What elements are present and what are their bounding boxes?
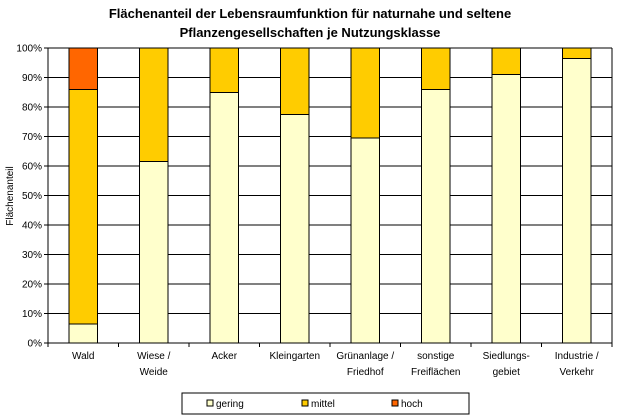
y-axis-ticks: 0% 10% 20% 30% 40% 50% 60% 70% 80% 90% 100% xyxy=(16,44,48,350)
x-tick-label: gebiet xyxy=(493,367,520,378)
bar-segment-gering xyxy=(139,161,169,344)
bars xyxy=(68,47,592,344)
y-tick-label: 30% xyxy=(22,250,42,261)
bar-segment-mittel xyxy=(68,88,98,325)
legend: gering mittel hoch xyxy=(181,392,470,415)
x-tick-label: Siedlungs- xyxy=(483,351,530,362)
y-tick-label: 20% xyxy=(22,280,42,291)
bar-segment-gering xyxy=(68,323,98,344)
x-tick-label: Weide xyxy=(140,367,169,378)
bar-segment-mittel xyxy=(562,47,592,59)
legend-label-gering: gering xyxy=(216,399,244,410)
legend-swatch-gering xyxy=(206,399,214,407)
bar-segment-mittel xyxy=(491,47,521,76)
legend-swatch-hoch xyxy=(391,399,399,407)
y-tick-label: 60% xyxy=(22,162,42,173)
legend-frame xyxy=(181,392,470,415)
bar-segment-mittel xyxy=(421,47,451,90)
x-tick-label: Verkehr xyxy=(560,367,595,378)
legend-label-hoch: hoch xyxy=(401,399,423,410)
y-tick-label: 50% xyxy=(22,191,42,202)
y-axis-title: Flächenanteil xyxy=(5,166,16,225)
x-tick-label: Wald xyxy=(72,351,94,362)
y-tick-label: 10% xyxy=(22,309,42,320)
legend-swatch-mittel xyxy=(301,399,309,407)
bar-segment-mittel xyxy=(280,47,310,115)
bar-segment-gering xyxy=(491,74,521,344)
x-tick-label: Friedhof xyxy=(347,367,384,378)
x-tick-label: Grünanlage / xyxy=(336,351,394,362)
chart-title-line-2: Pflanzengesellschaften je Nutzungsklasse xyxy=(180,25,441,40)
x-tick-label: Acker xyxy=(211,351,237,362)
bar-segment-gering xyxy=(280,113,310,344)
bar-segment-mittel xyxy=(209,47,239,93)
y-tick-label: 70% xyxy=(22,132,42,143)
x-axis-ticks: Wald Wiese / Weide Acker Kleingarten Grünanla… xyxy=(47,343,613,378)
bar-segment-hoch xyxy=(68,47,98,90)
x-tick-label: Wiese / xyxy=(137,351,171,362)
y-tick-label: 40% xyxy=(22,221,42,232)
legend-label-mittel: mittel xyxy=(311,399,335,410)
y-tick-label: 0% xyxy=(28,339,43,350)
y-tick-label: 80% xyxy=(22,103,42,114)
x-tick-label: Freiflächen xyxy=(411,367,460,378)
bar-segment-gering xyxy=(209,91,239,344)
y-tick-label: 90% xyxy=(22,73,42,84)
y-tick-label: 100% xyxy=(16,44,42,55)
x-tick-label: sonstige xyxy=(417,351,455,362)
x-tick-label: Kleingarten xyxy=(269,351,320,362)
chart-title-line-1: Flächenanteil der Lebensraumfunktion für… xyxy=(109,6,511,21)
x-tick-label: Industrie / xyxy=(555,351,599,362)
bar-segment-gering xyxy=(421,88,451,344)
bar-segment-mittel xyxy=(350,47,380,139)
bar-segment-gering xyxy=(562,57,592,344)
bar-segment-mittel xyxy=(139,47,169,163)
bar-segment-gering xyxy=(350,137,380,344)
